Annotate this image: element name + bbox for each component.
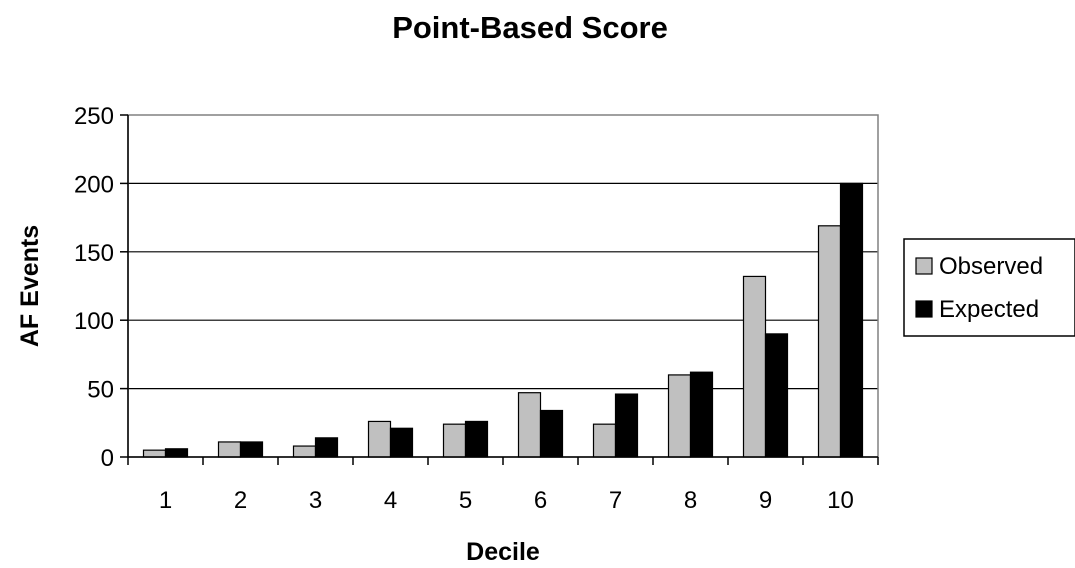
bar-expected-6: [539, 409, 564, 458]
x-tick-label-8: 8: [684, 487, 697, 514]
x-axis-title: Decile: [466, 538, 540, 566]
bar-expected-1: [164, 448, 189, 458]
x-tick-label-10: 10: [827, 487, 854, 514]
x-tick-label-7: 7: [609, 487, 622, 514]
bar-observed-4: [367, 420, 392, 458]
y-axis-title: AF Events: [16, 225, 44, 347]
bar-expected-4: [389, 427, 414, 458]
bars: [142, 182, 864, 458]
x-tick-label-4: 4: [384, 487, 397, 514]
bar-expected-2: [239, 441, 264, 458]
bar-observed-2: [217, 441, 242, 458]
y-tick-label-50: 50: [87, 377, 114, 404]
legend-frame: [903, 238, 1075, 337]
x-tick-label-6: 6: [534, 487, 547, 514]
x-tick-label-5: 5: [459, 487, 472, 514]
tick-labels: 0 50 100 150 200 250 1 2 3 4 5 6 7 8 9 10: [74, 103, 854, 514]
bar-expected-5: [464, 420, 489, 458]
bar-expected-7: [614, 393, 639, 458]
bar-observed-1: [142, 449, 167, 458]
y-tick-label-250: 250: [74, 103, 114, 130]
bar-observed-3: [292, 445, 317, 458]
legend: Observed Expected: [903, 238, 1075, 337]
bar-observed-5: [442, 423, 467, 458]
bar-observed-10: [817, 225, 842, 458]
x-tick-label-1: 1: [159, 487, 172, 514]
y-tick-label-150: 150: [74, 240, 114, 267]
axes: [120, 114, 879, 465]
legend-label-observed: Observed: [939, 253, 1043, 280]
legend-label-expected: Expected: [939, 296, 1039, 323]
bar-observed-9: [742, 275, 767, 458]
bar-expected-10: [839, 182, 864, 458]
bar-observed-7: [592, 423, 617, 458]
legend-swatch-observed: [915, 257, 933, 275]
y-tick-label-0: 0: [101, 445, 114, 472]
bar-expected-3: [314, 437, 339, 458]
bar-observed-6: [517, 392, 542, 458]
y-tick-label-100: 100: [74, 308, 114, 335]
bar-expected-9: [764, 333, 789, 458]
x-tick-label-2: 2: [234, 487, 247, 514]
bar-observed-8: [667, 374, 692, 458]
bar-expected-8: [689, 371, 714, 458]
chart-title: Point-Based Score: [392, 10, 668, 45]
y-tick-label-200: 200: [74, 171, 114, 198]
legend-swatch-expected: [915, 300, 933, 318]
x-tick-label-9: 9: [759, 487, 772, 514]
x-tick-label-3: 3: [309, 487, 322, 514]
